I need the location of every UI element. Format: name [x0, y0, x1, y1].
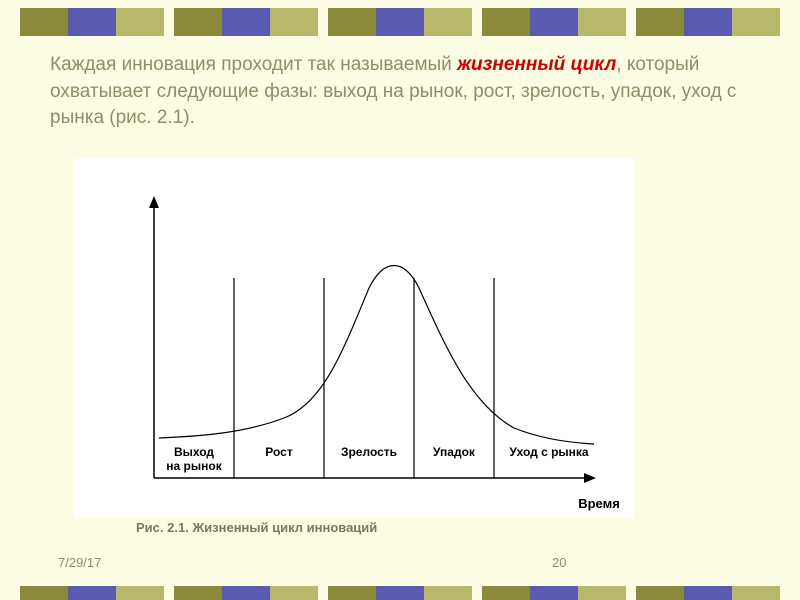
svg-text:Зрелость: Зрелость: [341, 445, 397, 459]
svg-text:Уход с рынка: Уход с рынка: [509, 445, 589, 459]
chart-svg: Выходна рынок Рост Зрелость Упадок Уход с ры…: [74, 158, 634, 518]
svg-text:на рынок: на рынок: [166, 459, 222, 473]
footer-page: 20: [552, 555, 566, 570]
para-pre: Каждая инновация проходит так называемый: [50, 54, 457, 75]
footer-date: 7/29/17: [58, 555, 101, 570]
main-paragraph: Каждая инновация проходит так называемый…: [50, 52, 750, 132]
decor-top: [0, 8, 800, 36]
svg-text:Упадок: Упадок: [433, 445, 476, 459]
lifecycle-chart: Выходна рынок Рост Зрелость Упадок Уход с ры…: [74, 158, 634, 518]
figure-caption: Рис. 2.1. Жизненный цикл инноваций: [136, 520, 377, 535]
para-highlight: жизненный цикл: [457, 54, 616, 75]
content: Каждая инновация проходит так называемый…: [50, 52, 750, 132]
svg-text:Время: Время: [578, 496, 620, 511]
svg-text:Выход: Выход: [174, 445, 214, 459]
svg-text:Рост: Рост: [265, 445, 293, 459]
decor-bottom: [0, 586, 800, 600]
